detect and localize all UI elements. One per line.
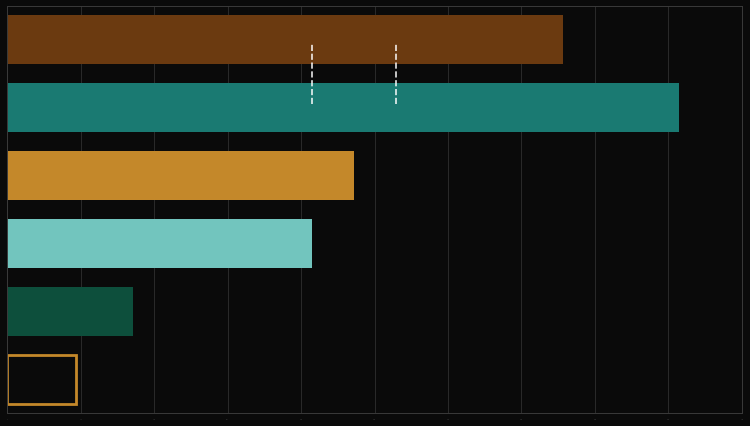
Bar [8,152,353,201]
Bar [8,287,134,336]
Bar [8,17,563,65]
Bar [8,84,679,133]
Bar [8,219,311,268]
